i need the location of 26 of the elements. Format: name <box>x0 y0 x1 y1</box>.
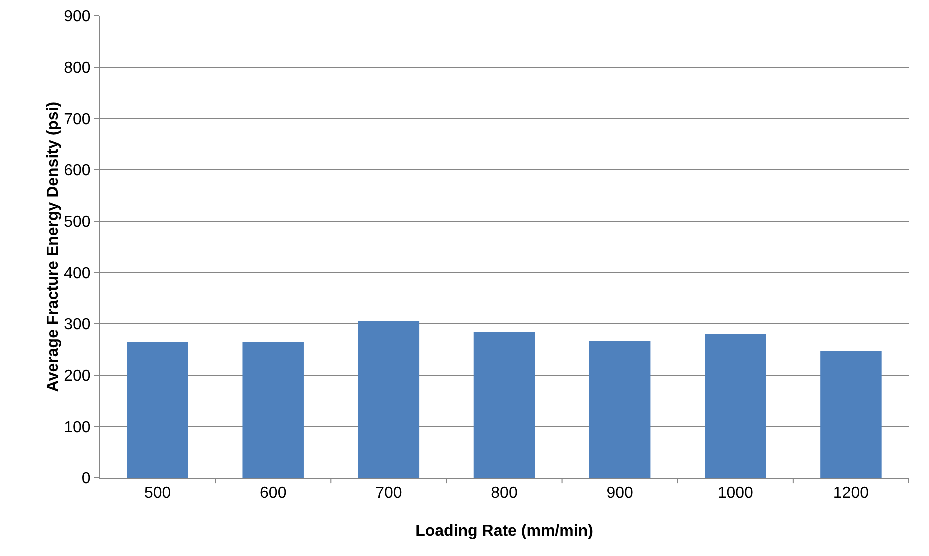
bar <box>705 334 766 478</box>
x-tick-label: 500 <box>144 485 172 502</box>
x-tick-label: 700 <box>376 485 402 502</box>
bar <box>358 321 420 478</box>
bar <box>589 341 651 478</box>
y-tick-label: 400 <box>64 265 91 282</box>
bar <box>127 342 188 478</box>
y-tick-label: 100 <box>64 419 91 436</box>
bar <box>474 332 536 478</box>
x-tick-label: 900 <box>606 485 634 502</box>
y-tick-label: 800 <box>64 60 91 77</box>
y-tick-label: 900 <box>64 8 91 26</box>
bar <box>820 351 882 478</box>
x-tick-label: 800 <box>491 485 518 502</box>
x-axis-title: Loading Rate (mm/min) <box>416 523 594 540</box>
y-tick-label: 700 <box>64 111 91 128</box>
y-tick-label: 600 <box>64 162 91 180</box>
y-tick-label: 500 <box>64 214 91 231</box>
x-tick-label: 1200 <box>833 485 870 502</box>
x-tick-label: 1000 <box>718 485 754 502</box>
y-tick-label: 0 <box>82 470 91 488</box>
x-tick-label: 600 <box>260 485 287 502</box>
y-axis-title: Average Fracture Energy Density (psi) <box>45 102 62 392</box>
y-tick-label: 300 <box>64 316 91 334</box>
y-tick-label: 200 <box>64 368 91 385</box>
bar <box>242 342 304 478</box>
